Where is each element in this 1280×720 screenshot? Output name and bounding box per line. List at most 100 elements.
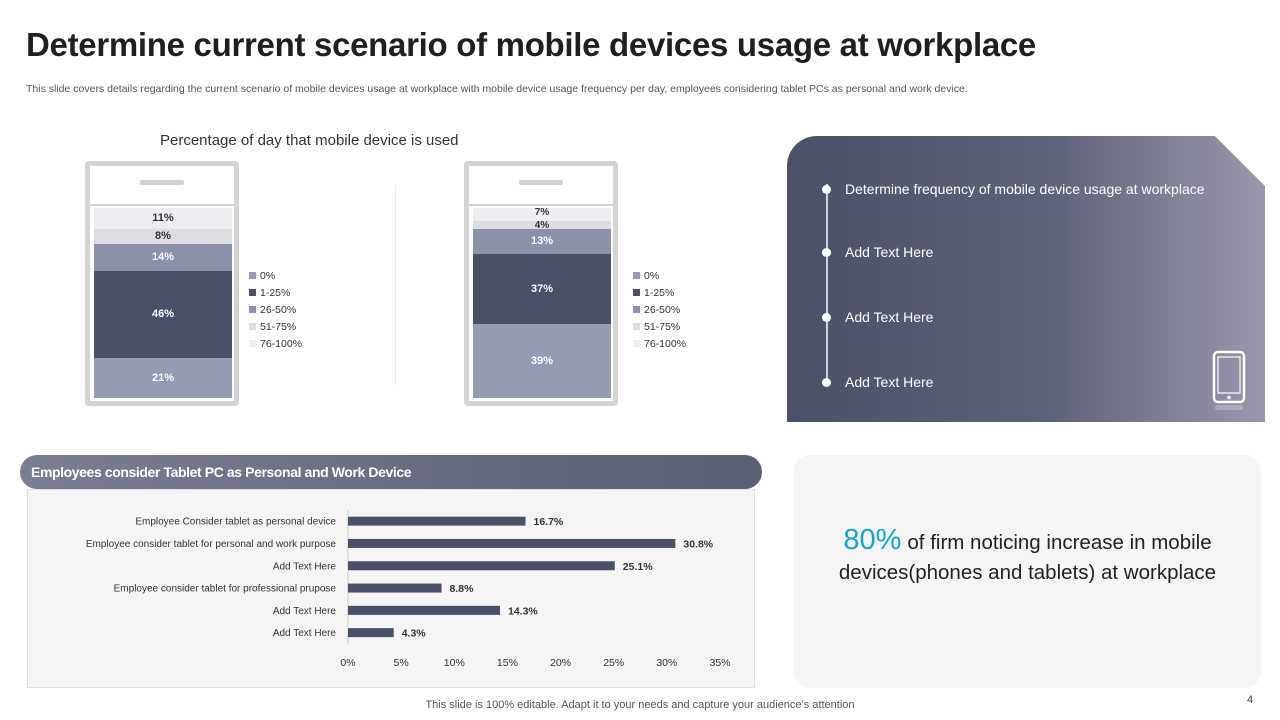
legend-label: 1-25% [644,286,675,299]
phone-screen-top [469,166,613,204]
bar [348,628,394,638]
timeline-dot [822,184,831,194]
bar [348,516,526,526]
legend-label: 51-75% [260,320,297,333]
value-label: 25.1% [623,561,653,573]
x-tick-label: 25% [603,657,624,669]
phone-screen-top [90,166,234,204]
hbar-chart: Employee Consider tablet as personal dev… [86,510,731,669]
x-tick-label: 10% [444,657,465,669]
page-number: 4 [1247,694,1254,706]
stacked-segment-26-50pct: 14% [94,244,232,271]
category-label: Add Text Here [273,606,337,617]
x-tick-label: 30% [656,657,677,669]
stacked-segment-0pct: 21% [94,358,232,398]
value-label: 4.3% [402,628,427,640]
legend-item: 76-100% [249,335,302,352]
legend-item: 0% [633,267,686,284]
legend-swatch [633,340,640,347]
timeline-text: Determine frequency of mobile device usa… [845,181,1205,197]
mobile-phone-icon [1212,350,1246,410]
timeline-panel: Determine frequency of mobile device usa… [787,136,1265,422]
legend-swatch [633,272,640,279]
category-label: Employee consider tablet for professiona… [114,584,337,595]
stat-text-block: 80% of firm noticing increase in mobile d… [794,525,1261,588]
stacked-segment-51-75pct: 4% [473,221,611,231]
footer-note: This slide is 100% editable. Adapt it to… [425,699,855,711]
legend-item: 26-50% [633,301,686,318]
timeline-item: Add Text Here [822,309,933,325]
timeline-item: Add Text Here [822,244,933,260]
stat-card: 80% of firm noticing increase in mobile d… [794,455,1261,688]
stacked-segment-76-100pct: 7% [473,207,611,222]
chart-divider [395,185,396,385]
legend-label: 76-100% [260,337,303,350]
legend-label: 26-50% [644,303,681,316]
stacked-segment-1-25pct: 37% [473,253,611,324]
timeline-dot [822,247,831,257]
bar [348,561,615,571]
slide-title: Determine current scenario of mobile dev… [26,26,1036,63]
legend-item: 1-25% [633,284,686,301]
bar [348,605,500,615]
timeline-text: Add Text Here [845,309,934,325]
legend-label: 51-75% [644,320,681,333]
timeline-item: Determine frequency of mobile device usa… [822,181,1205,197]
legend-item: 76-100% [633,335,686,352]
legend-swatch [249,323,256,330]
x-tick-label: 15% [497,657,518,669]
timeline-item: Add Text Here [822,374,933,390]
legend-label: 1-25% [260,286,291,299]
stat-percent: 80% [843,524,902,556]
stacked-segment-51-75pct: 8% [94,228,232,245]
timeline-line [826,184,828,384]
usage-chart-title: Percentage of day that mobile device is … [160,132,459,149]
x-tick-label: 35% [709,657,730,669]
legend-item: 26-50% [249,301,302,318]
phone-chart-1: 21% 46% 14% 8% 11% [85,161,239,406]
value-label: 16.7% [533,516,563,528]
value-label: 14.3% [508,605,538,617]
legend-swatch [633,323,640,330]
legend-swatch [633,289,640,296]
x-tick-label: 5% [394,657,409,669]
legend-label: 0% [644,269,660,282]
timeline-text: Add Text Here [845,374,934,390]
phone-chart-2: 39% 37% 13% 4% 7% [464,161,618,406]
legend-2: 0% 1-25% 26-50% 51-75% 76-100% [633,267,686,352]
legend-label: 76-100% [644,337,687,350]
category-label: Add Text Here [273,561,337,572]
category-label: Add Text Here [273,628,337,639]
legend-swatch [249,289,256,296]
timeline-dot [822,312,831,322]
legend-item: 0% [249,267,302,284]
legend-label: 26-50% [260,303,297,316]
x-tick-label: 0% [340,657,355,669]
legend-label: 0% [260,269,276,282]
stat-description: of firm noticing increase in mobile devi… [838,531,1217,584]
stacked-segment-1-25pct: 46% [94,270,232,359]
slide-subtitle: This slide covers details regarding the … [26,83,968,95]
stacked-segment-76-100pct: 11% [94,208,232,229]
timeline-text: Add Text Here [845,244,934,260]
bar-section-header: Employees consider Tablet PC as Personal… [20,455,762,489]
legend-item: 51-75% [633,318,686,335]
category-label: Employee Consider tablet as personal dev… [135,517,336,528]
bar-section-header-text: Employees consider Tablet PC as Personal… [31,464,412,480]
bar-chart-box: Employee Consider tablet as personal dev… [27,489,755,688]
value-label: 8.8% [450,583,475,595]
timeline-dot [822,377,831,387]
legend-item: 1-25% [249,284,302,301]
category-label: Employee consider tablet for personal an… [86,539,337,550]
legend-item: 51-75% [249,318,302,335]
legend-swatch [633,306,640,313]
phone-speaker [519,180,563,185]
value-label: 30.8% [683,538,713,550]
stacked-segment-26-50pct: 13% [473,228,611,254]
legend-1: 0% 1-25% 26-50% 51-75% 76-100% [249,267,302,352]
phone-speaker [140,180,184,185]
stacked-segment-0pct: 39% [473,323,611,398]
bar [348,583,442,593]
legend-swatch [249,340,256,347]
x-tick-label: 20% [550,657,571,669]
